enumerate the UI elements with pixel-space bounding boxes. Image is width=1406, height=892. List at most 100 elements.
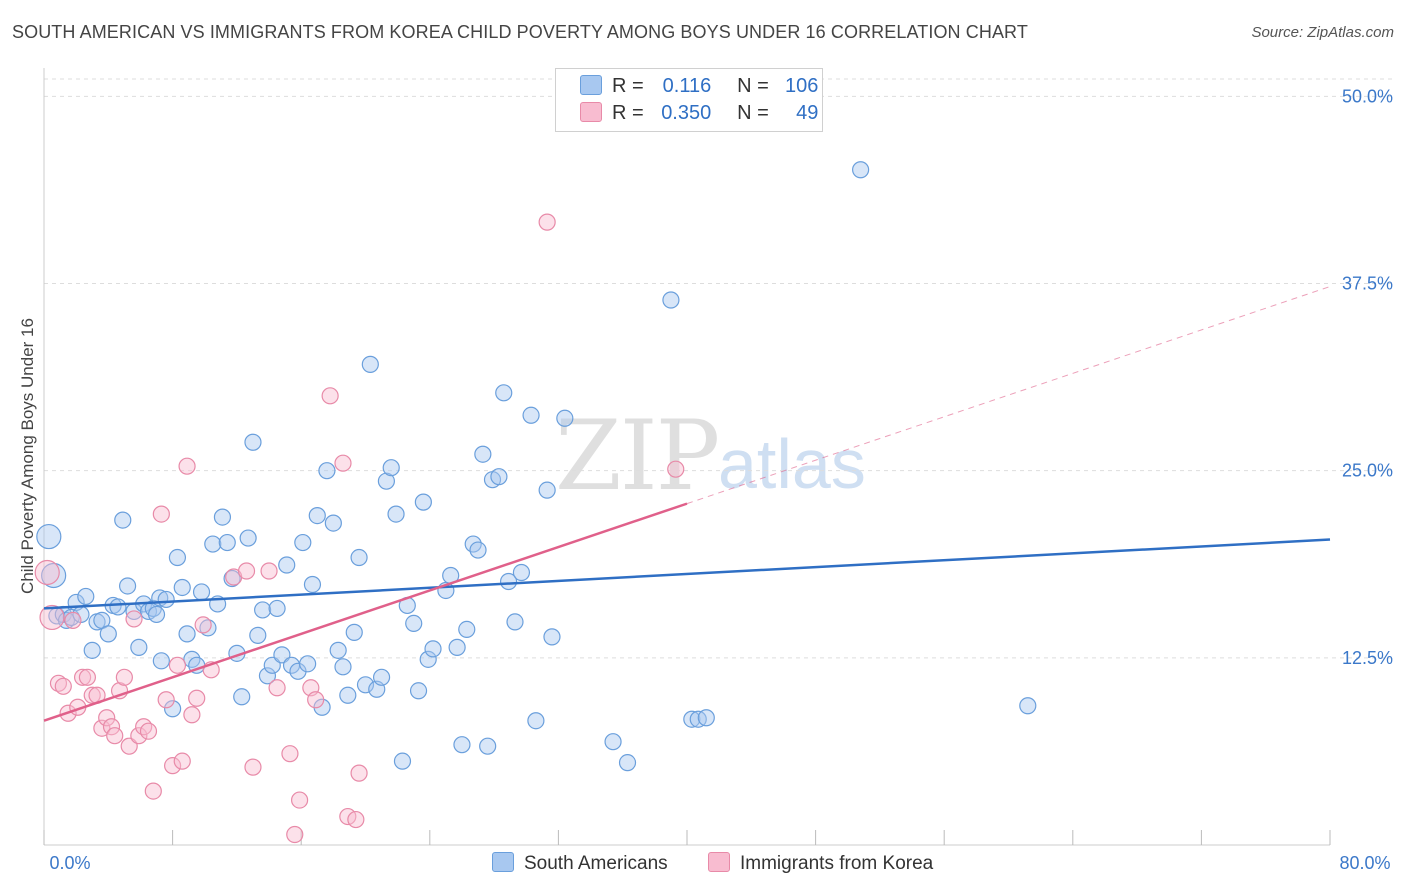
south-american-point [662,291,680,309]
bottom-legend-swatch-south-americans [492,852,514,872]
south-american-point [268,599,286,618]
south-american-point [372,668,391,686]
south-american-point [405,614,423,633]
south-american-point [453,736,471,754]
south-american-point [41,562,67,589]
korea-point [102,718,121,736]
south-american-point [852,161,870,179]
korea-point [139,722,158,740]
south-american-point [157,590,175,609]
korea-point [178,457,196,475]
trend-line-south-americans [43,538,1331,610]
korea-point [260,562,278,580]
south-american-point [350,548,368,567]
south-american-point [199,619,217,637]
korea-point [286,825,304,844]
south-american-point [683,710,701,728]
south-american-point [409,682,428,700]
south-american-point [303,575,322,594]
south-american-point [278,556,296,574]
korea-point [106,727,124,745]
south-american-point [1019,697,1037,715]
south-american-point [474,445,492,463]
south-american-point [258,667,277,685]
trend-line-korea [43,502,688,722]
bottom-legend-south-americans: South Americans [492,852,668,875]
south-american-point [130,638,148,656]
south-american-point [178,625,196,643]
legend-n-label: N = [737,75,769,97]
korea-point [130,727,148,745]
korea-point [115,668,133,686]
x-tick-label: 80.0% [1339,853,1390,873]
korea-point [188,689,206,707]
south-american-point [424,640,442,658]
korea-point [98,709,116,727]
south-american-point [339,686,357,704]
x-tick-label: 0.0% [49,853,90,873]
korea-point [39,604,65,631]
korea-point [157,691,175,709]
south-american-point [118,577,137,595]
korea-point [290,791,309,809]
south-american-point [490,468,508,486]
south-american-point [218,533,236,552]
south-american-point [361,355,379,373]
south-american-point [522,406,540,424]
south-american-point [618,754,637,772]
korea-point [49,674,68,692]
korea-point [73,668,92,686]
south-american-point [83,641,101,659]
south-american-point [249,626,267,644]
south-american-point [512,563,531,582]
y-tick-label: 50.0% [1342,86,1393,106]
south-american-point [244,433,262,451]
south-american-point [168,548,187,567]
korea-point [538,213,556,231]
legend-n-value: 49 [796,102,819,124]
south-american-point [318,462,336,480]
south-american-point [294,533,312,552]
korea-point [194,616,212,634]
korea-point [34,559,60,586]
south-american-point [233,688,251,706]
korea-point [125,610,143,628]
korea-point [173,752,191,770]
south-american-point [36,523,62,550]
south-american-point [387,505,405,523]
south-american-point [382,459,400,477]
legend-r-value: 0.350 [661,102,712,124]
south-american-point [469,541,487,559]
south-american-point [356,676,375,694]
south-american-point [499,572,518,591]
south-american-point [414,493,432,511]
south-american-point [479,737,497,755]
south-american-point [254,601,272,619]
legend-swatch-korea [580,102,602,122]
y-tick-label: 37.5% [1342,274,1393,294]
korea-point [307,691,325,709]
legend-row-south-americans: R = 0.116 N = 106 [580,75,818,99]
south-american-point [527,712,545,730]
y-tick-label: 12.5% [1342,648,1393,668]
watermark-zip: ZIP [555,400,720,512]
bottom-legend-swatch-korea [708,852,730,872]
korea-point [347,810,365,829]
south-american-point [458,620,476,638]
south-american-point [324,514,342,532]
south-american-point [239,529,257,547]
south-american-point [164,700,182,718]
trend-line-korea-extension [686,286,1331,505]
south-american-point [114,511,132,529]
south-american-point [419,650,437,668]
south-american-point [543,628,561,646]
korea-point [350,764,368,782]
korea-point [321,387,339,405]
korea-point [237,562,256,580]
south-american-point [109,598,127,616]
south-american-point [173,578,191,597]
korea-point [54,677,72,695]
bottom-legend-korea: Immigrants from Korea [708,852,933,875]
legend-n-label: N = [737,102,769,124]
